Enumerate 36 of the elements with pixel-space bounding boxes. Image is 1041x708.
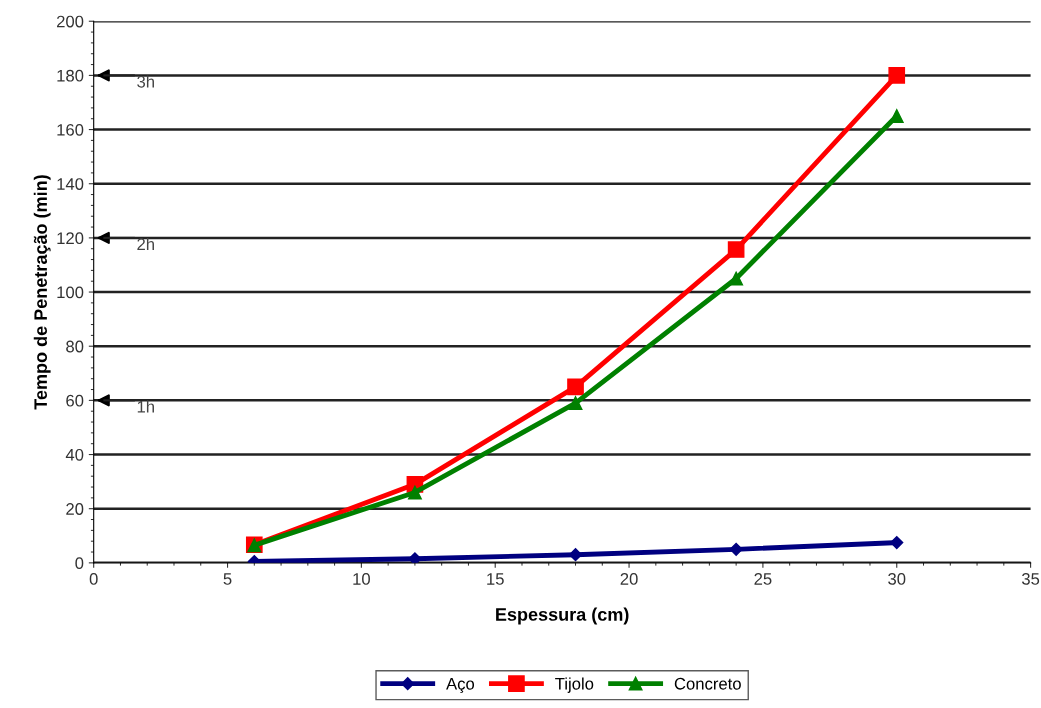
point xyxy=(568,396,583,411)
y-tick-label: 20 xyxy=(66,503,84,515)
y-tick-label: 200 xyxy=(57,15,84,28)
point xyxy=(890,535,904,550)
ref-line-label: 2h xyxy=(137,237,154,250)
ref-line-label: 3h xyxy=(137,75,154,88)
y-tick-label: 100 xyxy=(57,286,84,299)
y-tick-label: 140 xyxy=(57,178,84,190)
ref-line-label: 1h xyxy=(137,400,154,413)
y-tick-label: 0 xyxy=(75,557,84,570)
point xyxy=(567,378,584,396)
x-tick-label: 25 xyxy=(754,573,772,585)
x-tick-label: 30 xyxy=(888,573,906,585)
y-tick-label: 120 xyxy=(57,232,84,245)
x-tick-label: 15 xyxy=(487,573,504,585)
y-tick-label: 180 xyxy=(57,69,84,82)
point xyxy=(729,542,743,556)
x-tick-label: 35 xyxy=(1021,573,1040,585)
point xyxy=(408,552,422,563)
legend-label: Aço xyxy=(446,678,475,693)
point xyxy=(729,271,744,286)
x-tick-label: 10 xyxy=(353,573,370,585)
y-axis-title: Tempo de Penetração (min) xyxy=(33,175,51,410)
legend-label: Tijolo xyxy=(555,677,594,693)
y-tick-label: 40 xyxy=(65,448,84,461)
x-tick-label: 5 xyxy=(223,573,232,585)
point xyxy=(407,485,422,500)
point xyxy=(727,241,745,258)
legend-label: Concreto xyxy=(674,677,741,690)
y-tick-label: 80 xyxy=(66,340,84,353)
point xyxy=(888,67,906,84)
y-tick-label: 60 xyxy=(66,394,84,407)
y-tick-label: 160 xyxy=(57,123,84,136)
x-axis-title: Espessura (cm) xyxy=(496,607,629,625)
x-tick-label: 0 xyxy=(89,573,98,585)
x-tick-label: 20 xyxy=(620,573,638,585)
